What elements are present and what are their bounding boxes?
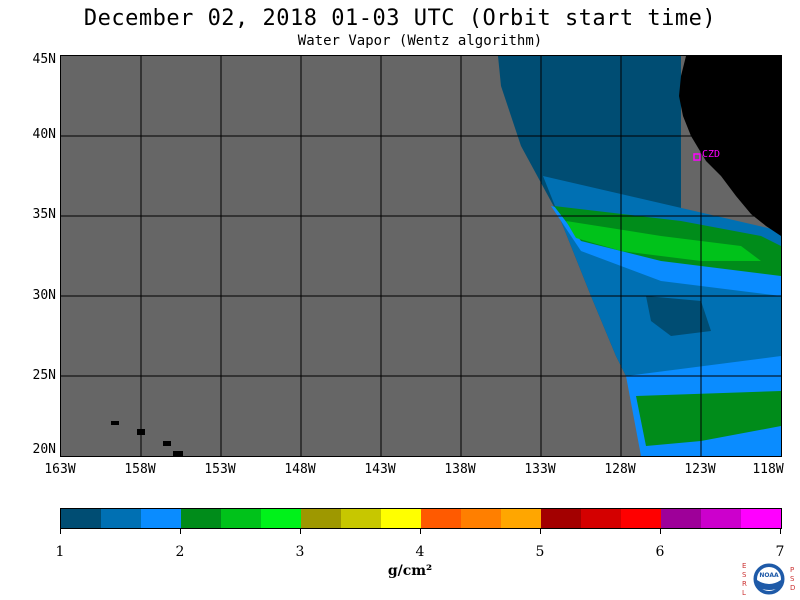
colorbar-tick-2: [180, 528, 181, 534]
colorbar-segment: [461, 509, 501, 528]
colorbar-segment: [501, 509, 541, 528]
colorbar-segment: [221, 509, 261, 528]
colorbar-segment: [301, 509, 341, 528]
colorbar-tick-5: [540, 528, 541, 534]
map-canvas: CZD: [61, 56, 781, 456]
colorbar-segment: [621, 509, 661, 528]
island-kauai: [111, 421, 119, 425]
colorbar-segment: [541, 509, 581, 528]
colorbar-segment: [661, 509, 701, 528]
svg-text:D: D: [790, 584, 795, 592]
svg-text:E: E: [742, 562, 746, 570]
colorbar-segment: [741, 509, 781, 528]
colorbar-segment: [141, 509, 181, 528]
station-marker: [693, 153, 701, 161]
lon-label-138w: 138W: [444, 462, 476, 477]
lat-label-25n: 25N: [32, 368, 56, 383]
colorbar-label-4: 4: [415, 544, 425, 560]
colorbar-segment: [581, 509, 621, 528]
lon-label-143w: 143W: [364, 462, 396, 477]
svg-text:S: S: [790, 575, 795, 583]
lon-label-153w: 153W: [204, 462, 236, 477]
colorbar-label-3: 3: [295, 544, 305, 560]
colorbar-segment: [101, 509, 141, 528]
lat-label-35n: 35N: [32, 207, 56, 222]
svg-text:S: S: [742, 571, 747, 579]
swath-bright-green-band: [566, 221, 761, 261]
noaa-logo: NOAA E S R L P S D: [742, 562, 795, 597]
lat-label-40n: 40N: [32, 127, 56, 142]
swath-dark-patch: [646, 296, 711, 336]
colorbar-tick-4: [420, 528, 421, 534]
colorbar-label-7: 7: [775, 544, 785, 560]
land-west-coast: [679, 56, 781, 236]
lat-label-30n: 30N: [32, 288, 56, 303]
colorbar-segment: [261, 509, 301, 528]
island-maui: [163, 441, 171, 446]
map-subtitle: Water Vapor (Wentz algorithm): [297, 33, 543, 49]
colorbar: [60, 508, 782, 529]
station-label: CZD: [702, 149, 720, 160]
lon-label-118w: 118W: [752, 462, 784, 477]
map-grid: [61, 56, 781, 456]
colorbar-segment: [341, 509, 381, 528]
logo-psd-letters: P S D: [790, 566, 795, 592]
colorbar-segment: [181, 509, 221, 528]
map-title: December 02, 2018 01-03 UTC (Orbit start…: [83, 6, 717, 31]
colorbar-label-1: 1: [55, 544, 65, 560]
logo-esrl-letters: E S R L: [742, 562, 747, 597]
svg-text:L: L: [742, 589, 746, 597]
lon-label-128w: 128W: [604, 462, 636, 477]
lon-label-158w: 158W: [124, 462, 156, 477]
lon-label-133w: 133W: [524, 462, 556, 477]
colorbar-tick-1: [60, 528, 61, 534]
colorbar-tick-3: [300, 528, 301, 534]
lat-label-45n: 45N: [32, 52, 56, 67]
colorbar-tick-7: [780, 528, 781, 534]
lon-label-123w: 123W: [684, 462, 716, 477]
colorbar-label-2: 2: [175, 544, 185, 560]
logo-center-text: NOAA: [759, 572, 779, 579]
water-vapor-map: CZD: [60, 55, 782, 457]
colorbar-units: g/cm²: [387, 563, 433, 579]
colorbar-label-6: 6: [655, 544, 665, 560]
colorbar-segment: [61, 509, 101, 528]
svg-text:P: P: [790, 566, 794, 574]
lat-label-20n: 20N: [32, 442, 56, 457]
colorbar-segment: [701, 509, 741, 528]
colorbar-segment: [421, 509, 461, 528]
colorbar-tick-6: [660, 528, 661, 534]
lon-label-163w: 163W: [44, 462, 76, 477]
colorbar-segment: [381, 509, 421, 528]
lon-label-148w: 148W: [284, 462, 316, 477]
svg-text:R: R: [742, 580, 747, 588]
colorbar-label-5: 5: [535, 544, 545, 560]
island-big-island: [173, 451, 183, 456]
swath-green-band-south: [636, 391, 781, 446]
